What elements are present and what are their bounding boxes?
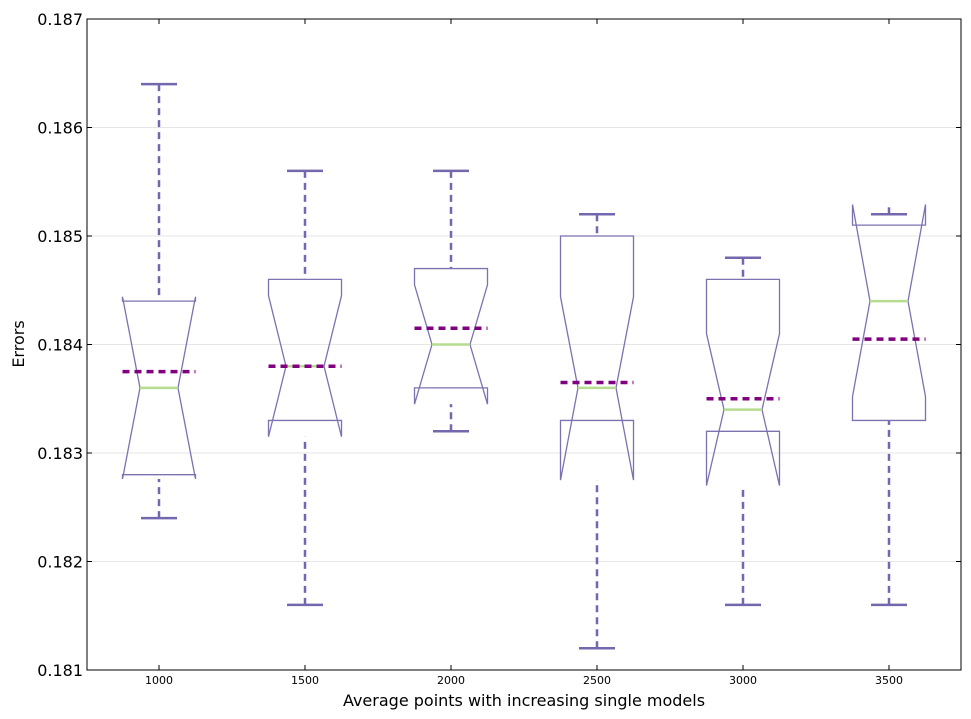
y-tick-label: 0.182 [37, 553, 83, 572]
y-tick-label: 0.183 [37, 444, 83, 463]
y-axis-ticks: 0.181 0.182 0.183 0.184 0.185 0.186 0.187 [37, 10, 961, 680]
x-axis-ticks: 1000 1500 2000 2500 3000 3500 [145, 19, 903, 687]
box-series [121, 82, 927, 650]
y-axis-label: Errors [9, 320, 28, 367]
y-tick-label: 0.186 [37, 119, 83, 138]
notched-box [267, 278, 343, 437]
notched-box [851, 204, 927, 422]
x-axis-label: Average points with increasing single mo… [343, 691, 705, 710]
notched-box [413, 267, 489, 405]
notched-box [705, 278, 781, 486]
x-tick-label: 3000 [729, 674, 757, 687]
box-3500 [851, 204, 927, 607]
x-tick-label: 3500 [875, 674, 903, 687]
box-3000 [705, 256, 781, 607]
notched-box [559, 235, 635, 481]
box-2000 [413, 169, 489, 433]
box-2500 [559, 213, 635, 650]
x-tick-label: 2500 [583, 674, 611, 687]
y-tick-label: 0.185 [37, 227, 83, 246]
y-tick-label: 0.187 [37, 10, 83, 29]
grid-lines [87, 127, 961, 562]
y-tick-label: 0.184 [37, 336, 83, 355]
box-1500 [267, 169, 343, 607]
x-tick-label: 1500 [291, 674, 319, 687]
notched-box [121, 296, 197, 480]
y-tick-label: 0.181 [37, 661, 83, 680]
x-tick-label: 2000 [437, 674, 465, 687]
x-tick-label: 1000 [145, 674, 173, 687]
box-1000 [121, 82, 197, 520]
